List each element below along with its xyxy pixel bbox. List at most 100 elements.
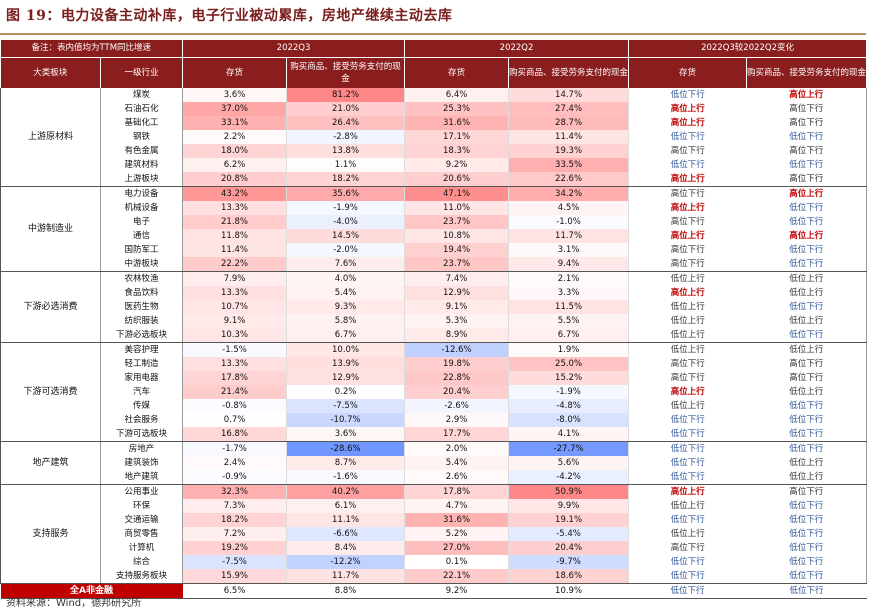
- industry-name: 社会服务: [99, 413, 184, 427]
- value-cash2: -1.0%: [508, 215, 630, 229]
- change-cash: 低位下行: [746, 201, 868, 215]
- industry-name: 电子: [99, 215, 184, 229]
- value-cash3: 26.4%: [286, 116, 406, 130]
- value-inv2: 17.1%: [404, 130, 510, 144]
- sector-subtotal-label: 上游板块: [99, 172, 184, 187]
- total-value-cash3: 8.8%: [286, 583, 405, 599]
- value-inv2: 10.8%: [404, 229, 510, 243]
- change-cash: 低位下行: [746, 158, 868, 172]
- change-cash: 低位下行: [746, 441, 868, 456]
- value-inv3: 16.8%: [182, 427, 288, 442]
- value-inv2: 2.9%: [404, 413, 510, 427]
- header-cash-q2: 购买商品、接受劳务支付的现金: [508, 57, 630, 88]
- value-inv2: 6.4%: [404, 88, 510, 102]
- value-cash3: 13.9%: [286, 357, 406, 371]
- value-cash2: 28.7%: [508, 116, 630, 130]
- industry-name: 石油石化: [99, 102, 184, 116]
- value-cash3: 13.8%: [286, 144, 406, 158]
- table-row: 基础化工 33.1% 26.4% 31.6% 28.7% 高位上行 高位下行: [1, 116, 868, 130]
- change-cash: 低位下行: [746, 130, 868, 144]
- change-inventory: 低位上行: [628, 300, 747, 314]
- value-cash2: -4.8%: [508, 399, 630, 413]
- table-row: 环保 7.3% 6.1% 4.7% 9.9% 低位上行 低位下行: [1, 499, 868, 513]
- industry-name: 商贸零售: [99, 527, 184, 541]
- change-inventory: 低位下行: [628, 555, 747, 569]
- value-cash2: 5.5%: [508, 314, 630, 328]
- value-cash3: -4.0%: [286, 215, 406, 229]
- total-row: 全A非金融 6.5% 8.8% 9.2% 10.9% 低位下行 低位下行: [0, 583, 867, 599]
- source-note: 资料来源：Wind，德邦研究所: [6, 598, 142, 609]
- value-inv3: -1.7%: [182, 441, 288, 456]
- table-row: 下游可选消费 美容护理 -1.5% 10.0% -12.6% 1.9% 低位上行 低位上行: [0, 342, 868, 442]
- table-row: 电子 21.8% -4.0% 23.7% -1.0% 高位下行 低位下行: [1, 215, 868, 229]
- total-value-inv2: 9.2%: [404, 583, 509, 599]
- value-inv2: 11.0%: [404, 201, 510, 215]
- value-inv2: 20.4%: [404, 385, 510, 399]
- value-inv3: 19.2%: [182, 541, 288, 555]
- industry-name: 房地产: [99, 441, 184, 456]
- header-group: 大类板块: [0, 57, 101, 88]
- industry-name: 轻工制造: [99, 357, 184, 371]
- total-label: 全A非金融: [0, 583, 183, 599]
- value-inv3: 6.2%: [182, 158, 288, 172]
- industry-name: 医药生物: [99, 300, 184, 314]
- total-value-inv3: 6.5%: [182, 583, 287, 599]
- header-period-change: 2022Q3较2022Q2变化: [628, 40, 868, 58]
- change-cash: 低位下行: [746, 513, 868, 527]
- change-inventory: 低位上行: [628, 314, 747, 328]
- value-inv3: 7.3%: [182, 499, 288, 513]
- value-cash3: 5.8%: [286, 314, 406, 328]
- table-row: 上游原材料 煤炭 3.6% 81.2% 6.4% 14.7% 低位下行 高位上行: [0, 88, 868, 187]
- change-inventory: 低位下行: [628, 130, 747, 144]
- table-row: 轻工制造 13.3% 13.9% 19.8% 25.0% 高位下行 高位下行: [1, 357, 868, 371]
- value-cash3: 11.1%: [286, 513, 406, 527]
- value-cash2: 20.4%: [508, 541, 630, 555]
- value-cash2: 1.9%: [508, 342, 630, 357]
- value-inv3: 10.3%: [182, 328, 288, 343]
- group-label: 支持服务: [0, 484, 101, 584]
- change-cash: 高位下行: [746, 102, 868, 116]
- value-cash2: 2.1%: [508, 271, 630, 286]
- industry-name: 交通运输: [99, 513, 184, 527]
- value-cash3: 3.6%: [286, 427, 406, 442]
- change-inventory: 低位上行: [628, 328, 747, 343]
- table-body: 上游原材料 煤炭 3.6% 81.2% 6.4% 14.7% 低位下行 高位上行 石油石化 37.…: [0, 88, 868, 599]
- value-cash2: 25.0%: [508, 357, 630, 371]
- value-inv3: 3.6%: [182, 88, 288, 102]
- value-inv2: 22.1%: [404, 569, 510, 584]
- value-inv2: 2.0%: [404, 441, 510, 456]
- value-inv3: 7.9%: [182, 271, 288, 286]
- industry-name: 农林牧渔: [99, 271, 184, 286]
- table-row: 医药生物 10.7% 9.3% 9.1% 11.5% 低位上行 低位下行: [1, 300, 868, 314]
- change-cash: 低位下行: [746, 499, 868, 513]
- change-cash: 低位下行: [746, 243, 868, 257]
- value-inv2: 2.6%: [404, 470, 510, 485]
- value-cash2: 5.6%: [508, 456, 630, 470]
- value-inv2: 17.7%: [404, 427, 510, 442]
- header-period-2022q3: 2022Q3: [182, 40, 406, 58]
- change-cash: 高位下行: [746, 172, 868, 187]
- change-inventory: 高位上行: [628, 116, 747, 130]
- change-inventory: 低位下行: [628, 413, 747, 427]
- change-cash: 低位上行: [746, 271, 868, 286]
- industry-name: 电力设备: [99, 186, 184, 201]
- sector-subtotal-label: 中游板块: [99, 257, 184, 272]
- change-inventory: 低位上行: [628, 342, 747, 357]
- header-note: 备注：表内值均为TTM同比增速: [0, 40, 184, 58]
- table-row: 支持服务 公用事业 32.3% 40.2% 17.8% 50.9% 高位上行 高位下行: [0, 484, 868, 584]
- value-inv2: 0.1%: [404, 555, 510, 569]
- value-cash2: -1.9%: [508, 385, 630, 399]
- value-inv2: 4.7%: [404, 499, 510, 513]
- value-inv2: 5.3%: [404, 314, 510, 328]
- value-cash3: -7.5%: [286, 399, 406, 413]
- sector-subtotal-label: 下游可选板块: [99, 427, 184, 442]
- value-cash2: 15.2%: [508, 371, 630, 385]
- change-cash: 低位上行: [746, 342, 868, 357]
- header-period-2022q2: 2022Q2: [404, 40, 630, 58]
- value-cash3: -1.9%: [286, 201, 406, 215]
- change-inventory: 低位下行: [628, 441, 747, 456]
- value-inv2: 20.6%: [404, 172, 510, 187]
- value-inv3: 9.1%: [182, 314, 288, 328]
- table-row: 计算机 19.2% 8.4% 27.0% 20.4% 高位下行 低位下行: [1, 541, 868, 555]
- change-inventory: 高位上行: [628, 286, 747, 300]
